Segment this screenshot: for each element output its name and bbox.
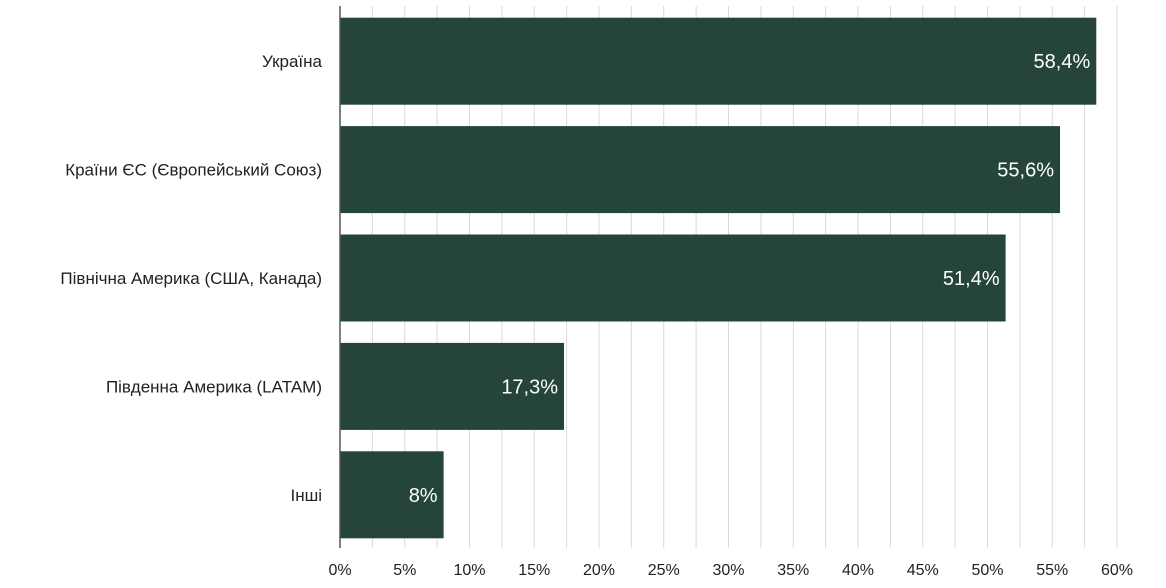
category-label: Інші: [290, 486, 322, 505]
bar: [340, 17, 1097, 105]
category-label: Країни ЄС (Європейський Союз): [65, 161, 322, 180]
bar-value-label: 55,6%: [997, 160, 1054, 182]
x-tick-label: 40%: [842, 562, 874, 579]
x-tick-label: 50%: [971, 562, 1003, 579]
x-tick-label: 35%: [777, 562, 809, 579]
bar: [340, 342, 565, 430]
category-label: Північна Америка (США, Канада): [60, 269, 322, 288]
x-tick-label: 45%: [907, 562, 939, 579]
x-tick-label: 30%: [712, 562, 744, 579]
bar: [340, 126, 1061, 214]
bar: [340, 451, 444, 539]
bar-value-label: 51,4%: [943, 268, 1000, 290]
bar-value-label: 58,4%: [1034, 51, 1091, 73]
category-label: Україна: [262, 52, 322, 71]
x-tick-label: 60%: [1101, 562, 1133, 579]
x-tick-label: 55%: [1036, 562, 1068, 579]
x-tick-label: 15%: [518, 562, 550, 579]
x-tick-label: 25%: [648, 562, 680, 579]
bar-value-label: 8%: [409, 485, 438, 507]
x-axis-tick-labels: 0% 5% 10% 15% 20% 25% 30% 35% 40% 45% 50% 55% 60%: [328, 562, 1133, 579]
category-labels: Україна Країни ЄС (Європейський Союз) Півн…: [60, 52, 322, 505]
x-tick-label: 0%: [328, 562, 351, 579]
bar: [340, 234, 1006, 322]
x-tick-label: 20%: [583, 562, 615, 579]
bar-value-label: 17,3%: [501, 376, 558, 398]
x-tick-label: 5%: [393, 562, 416, 579]
x-tick-label: 10%: [453, 562, 485, 579]
bars: 58,4% 55,6% 51,4% 17,3% 8%: [340, 17, 1097, 539]
category-label: Південна Америка (LATAM): [106, 377, 322, 396]
